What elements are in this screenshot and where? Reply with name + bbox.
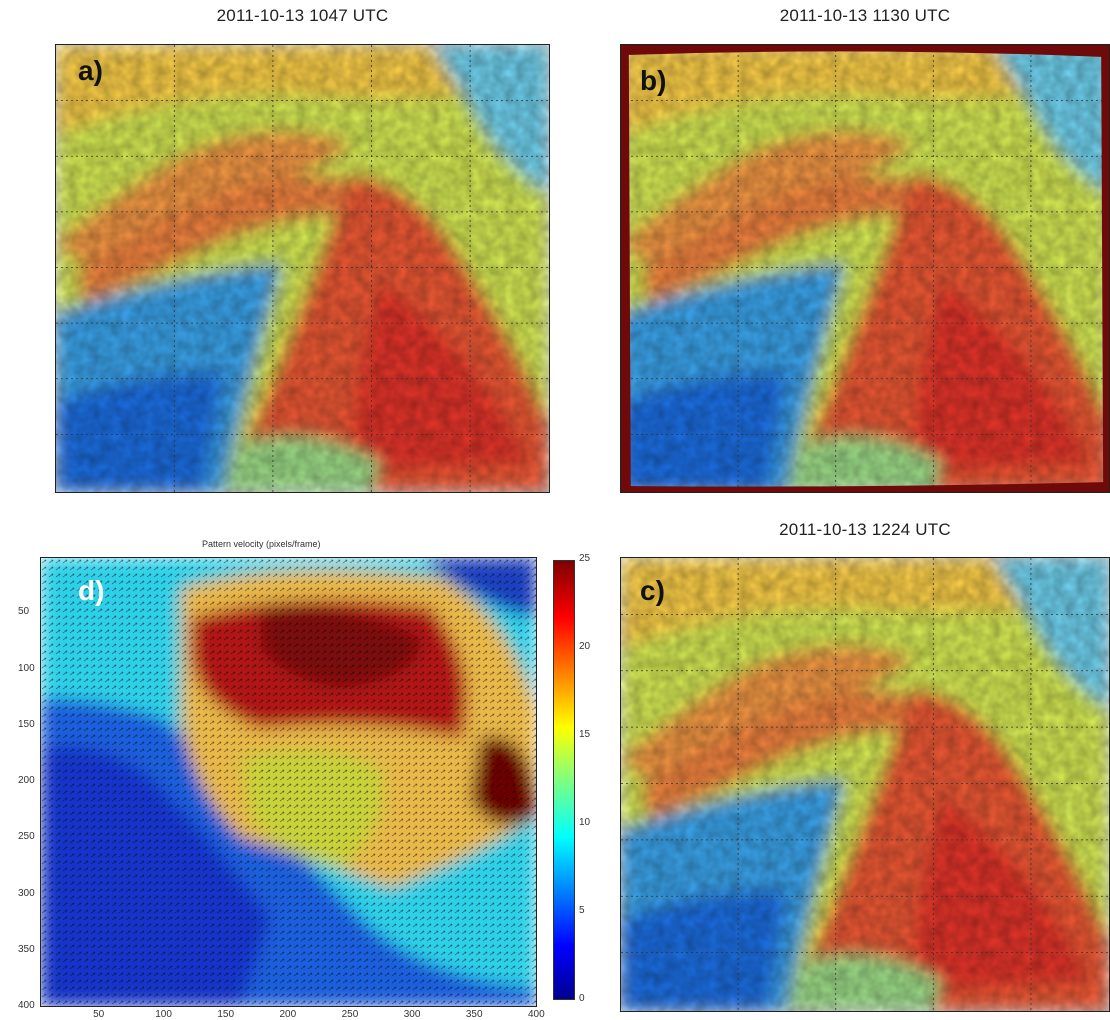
panel-c-time: 2011-10-13 1224 UTC	[779, 520, 951, 539]
x-tick-label: 100	[155, 1009, 172, 1020]
colorbar-tick-label: 20	[579, 641, 591, 652]
panel-a-time: 2011-10-13 1047 UTC	[216, 6, 389, 25]
y-tick-label: 350	[18, 943, 35, 955]
panel-d-title: Pattern velocity (pixels/frame)	[202, 539, 321, 549]
panel-b-image	[620, 44, 1110, 493]
panel-b-label: b)	[640, 65, 667, 96]
y-tick-label: 400	[18, 1000, 35, 1011]
panel-a-image	[55, 44, 550, 493]
panel-d-label: d)	[78, 575, 105, 606]
panel-c-image	[620, 557, 1110, 1012]
colorbar-tick-label: 0	[579, 993, 585, 1004]
panel-c-label: c)	[640, 575, 665, 606]
x-tick-label: 50	[93, 1009, 105, 1020]
panel-b-time: 2011-10-13 1130 UTC	[779, 6, 951, 25]
y-tick-label: 250	[18, 831, 35, 843]
colorbar-tick-label: 25	[579, 553, 591, 564]
x-tick-label: 350	[465, 1009, 483, 1020]
colorbar-gradient	[554, 561, 574, 999]
x-tick-label: 250	[341, 1009, 359, 1020]
y-tick-label: 150	[18, 718, 35, 730]
y-tick-label: 200	[18, 775, 35, 786]
x-tick-label: 150	[217, 1009, 235, 1020]
x-tick-label: 300	[403, 1009, 421, 1020]
panel-a-label: a)	[78, 55, 103, 86]
y-tick-label: 100	[18, 662, 35, 674]
colorbar-tick-label: 15	[579, 729, 591, 740]
colorbar-tick-label: 5	[579, 905, 585, 916]
x-tick-label: 400	[528, 1009, 545, 1020]
colorbar-tick-label: 10	[579, 817, 591, 828]
colorbar	[553, 560, 575, 1000]
y-tick-label: 300	[18, 887, 35, 899]
y-tick-label: 50	[18, 606, 30, 618]
panel-d-velocity-map	[40, 557, 537, 1007]
x-tick-label: 200	[279, 1009, 297, 1020]
